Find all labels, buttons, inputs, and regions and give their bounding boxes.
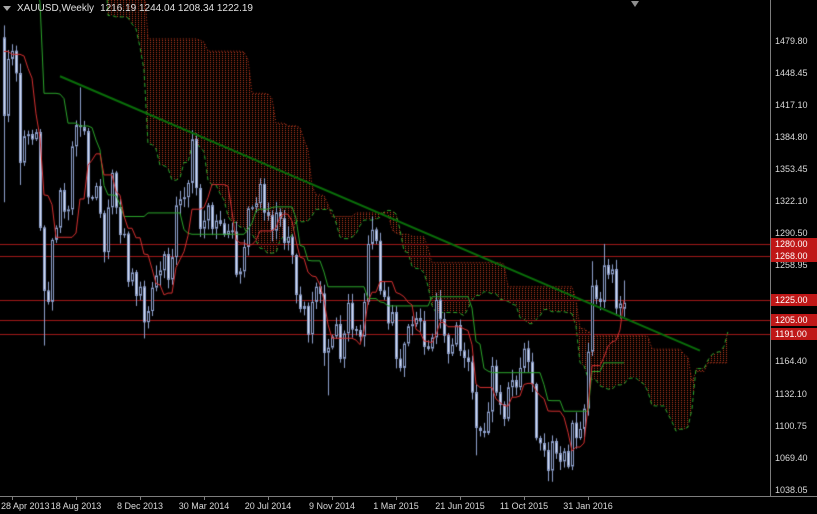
- time-axis-label: 11 Oct 2015: [499, 501, 549, 511]
- price-level-tag: 1268.00: [771, 250, 817, 263]
- price-axis-label: 1038.05: [775, 484, 808, 495]
- symbol-period-label: XAUUSD,Weekly: [17, 3, 95, 14]
- chart-title: XAUUSD,Weekly 1216.19 1244.04 1208.34 12…: [3, 3, 253, 14]
- time-axis-tick: [268, 497, 269, 500]
- price-level-tag: 1280.00: [771, 237, 817, 250]
- time-axis-tick: [396, 497, 397, 500]
- time-axis-tick: [140, 497, 141, 500]
- price-axis[interactable]: 1479.80 1448.45 1417.10 1384.80 1353.45 1322.…: [770, 0, 817, 496]
- price-axis-label: 1164.40: [775, 356, 807, 367]
- time-axis-tick: [524, 497, 525, 500]
- time-axis-label: 30 Mar 2014: [178, 501, 230, 511]
- time-axis-tick: [76, 497, 77, 500]
- time-axis-label: 21 Jun 2015: [435, 501, 485, 511]
- price-level-tag: 1225.00: [771, 293, 817, 306]
- time-axis-tick: [332, 497, 333, 500]
- time-axis-tick: [12, 497, 13, 500]
- price-level-tag: 1191.00: [771, 328, 817, 341]
- price-chart-canvas[interactable]: [0, 0, 770, 496]
- time-axis-label: 8 Dec 2013: [116, 501, 164, 511]
- ohlc-values: 1216.19 1244.04 1208.34 1222.19: [100, 3, 253, 14]
- time-axis-label: 9 Nov 2014: [308, 501, 356, 511]
- price-axis-label: 1479.80: [775, 35, 808, 46]
- price-axis-label: 1417.10: [775, 99, 808, 110]
- price-level-tag: 1205.00: [771, 314, 817, 327]
- price-axis-label: 1290.50: [775, 228, 808, 239]
- price-axis-label: 1100.75: [775, 421, 807, 432]
- time-axis[interactable]: 28 Apr 2013 18 Aug 2013 8 Dec 2013 30 Mar 2…: [0, 496, 817, 514]
- time-axis-tick: [204, 497, 205, 500]
- time-axis-tick: [460, 497, 461, 500]
- dropdown-icon[interactable]: [3, 6, 11, 11]
- time-axis-tick: [588, 497, 589, 500]
- time-axis-label: 31 Jan 2016: [563, 501, 613, 511]
- time-axis-label: 18 Aug 2013: [50, 501, 102, 511]
- price-axis-label: 1132.10: [775, 389, 807, 400]
- price-axis-label: 1322.10: [775, 196, 808, 207]
- price-axis-label: 1448.45: [775, 67, 808, 78]
- price-axis-label: 1384.80: [775, 132, 808, 143]
- price-axis-label: 1069.40: [775, 452, 808, 463]
- time-axis-label: 28 Apr 2013: [1, 501, 50, 511]
- price-axis-label: 1258.95: [775, 260, 808, 271]
- time-axis-label: 20 Jul 2014: [244, 501, 292, 511]
- time-axis-label: 1 Mar 2015: [373, 501, 419, 511]
- chart-shift-marker[interactable]: [631, 1, 639, 7]
- price-axis-label: 1353.45: [775, 164, 808, 175]
